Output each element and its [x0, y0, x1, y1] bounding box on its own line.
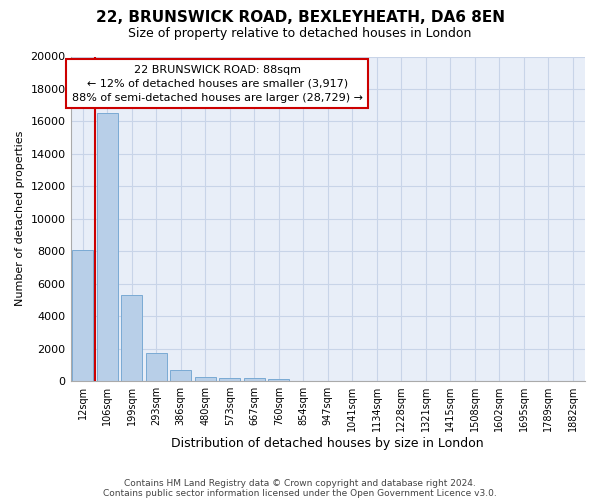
Bar: [268, 380, 289, 381]
Text: 22, BRUNSWICK ROAD, BEXLEYHEATH, DA6 8EN: 22, BRUNSWICK ROAD, BEXLEYHEATH, DA6 8EN: [95, 10, 505, 25]
Y-axis label: Number of detached properties: Number of detached properties: [15, 131, 25, 306]
Bar: [97, 114, 118, 381]
Text: Contains HM Land Registry data © Crown copyright and database right 2024.: Contains HM Land Registry data © Crown c…: [124, 478, 476, 488]
Text: Contains public sector information licensed under the Open Government Licence v3: Contains public sector information licen…: [103, 488, 497, 498]
Bar: [244, 378, 265, 381]
Bar: [121, 295, 142, 381]
Bar: [195, 376, 215, 381]
Bar: [146, 352, 167, 381]
X-axis label: Distribution of detached houses by size in London: Distribution of detached houses by size …: [172, 437, 484, 450]
Bar: [73, 250, 93, 381]
Text: 22 BRUNSWICK ROAD: 88sqm
← 12% of detached houses are smaller (3,917)
88% of sem: 22 BRUNSWICK ROAD: 88sqm ← 12% of detach…: [71, 64, 362, 102]
Text: Size of property relative to detached houses in London: Size of property relative to detached ho…: [128, 28, 472, 40]
Bar: [220, 378, 240, 381]
Bar: [170, 370, 191, 381]
